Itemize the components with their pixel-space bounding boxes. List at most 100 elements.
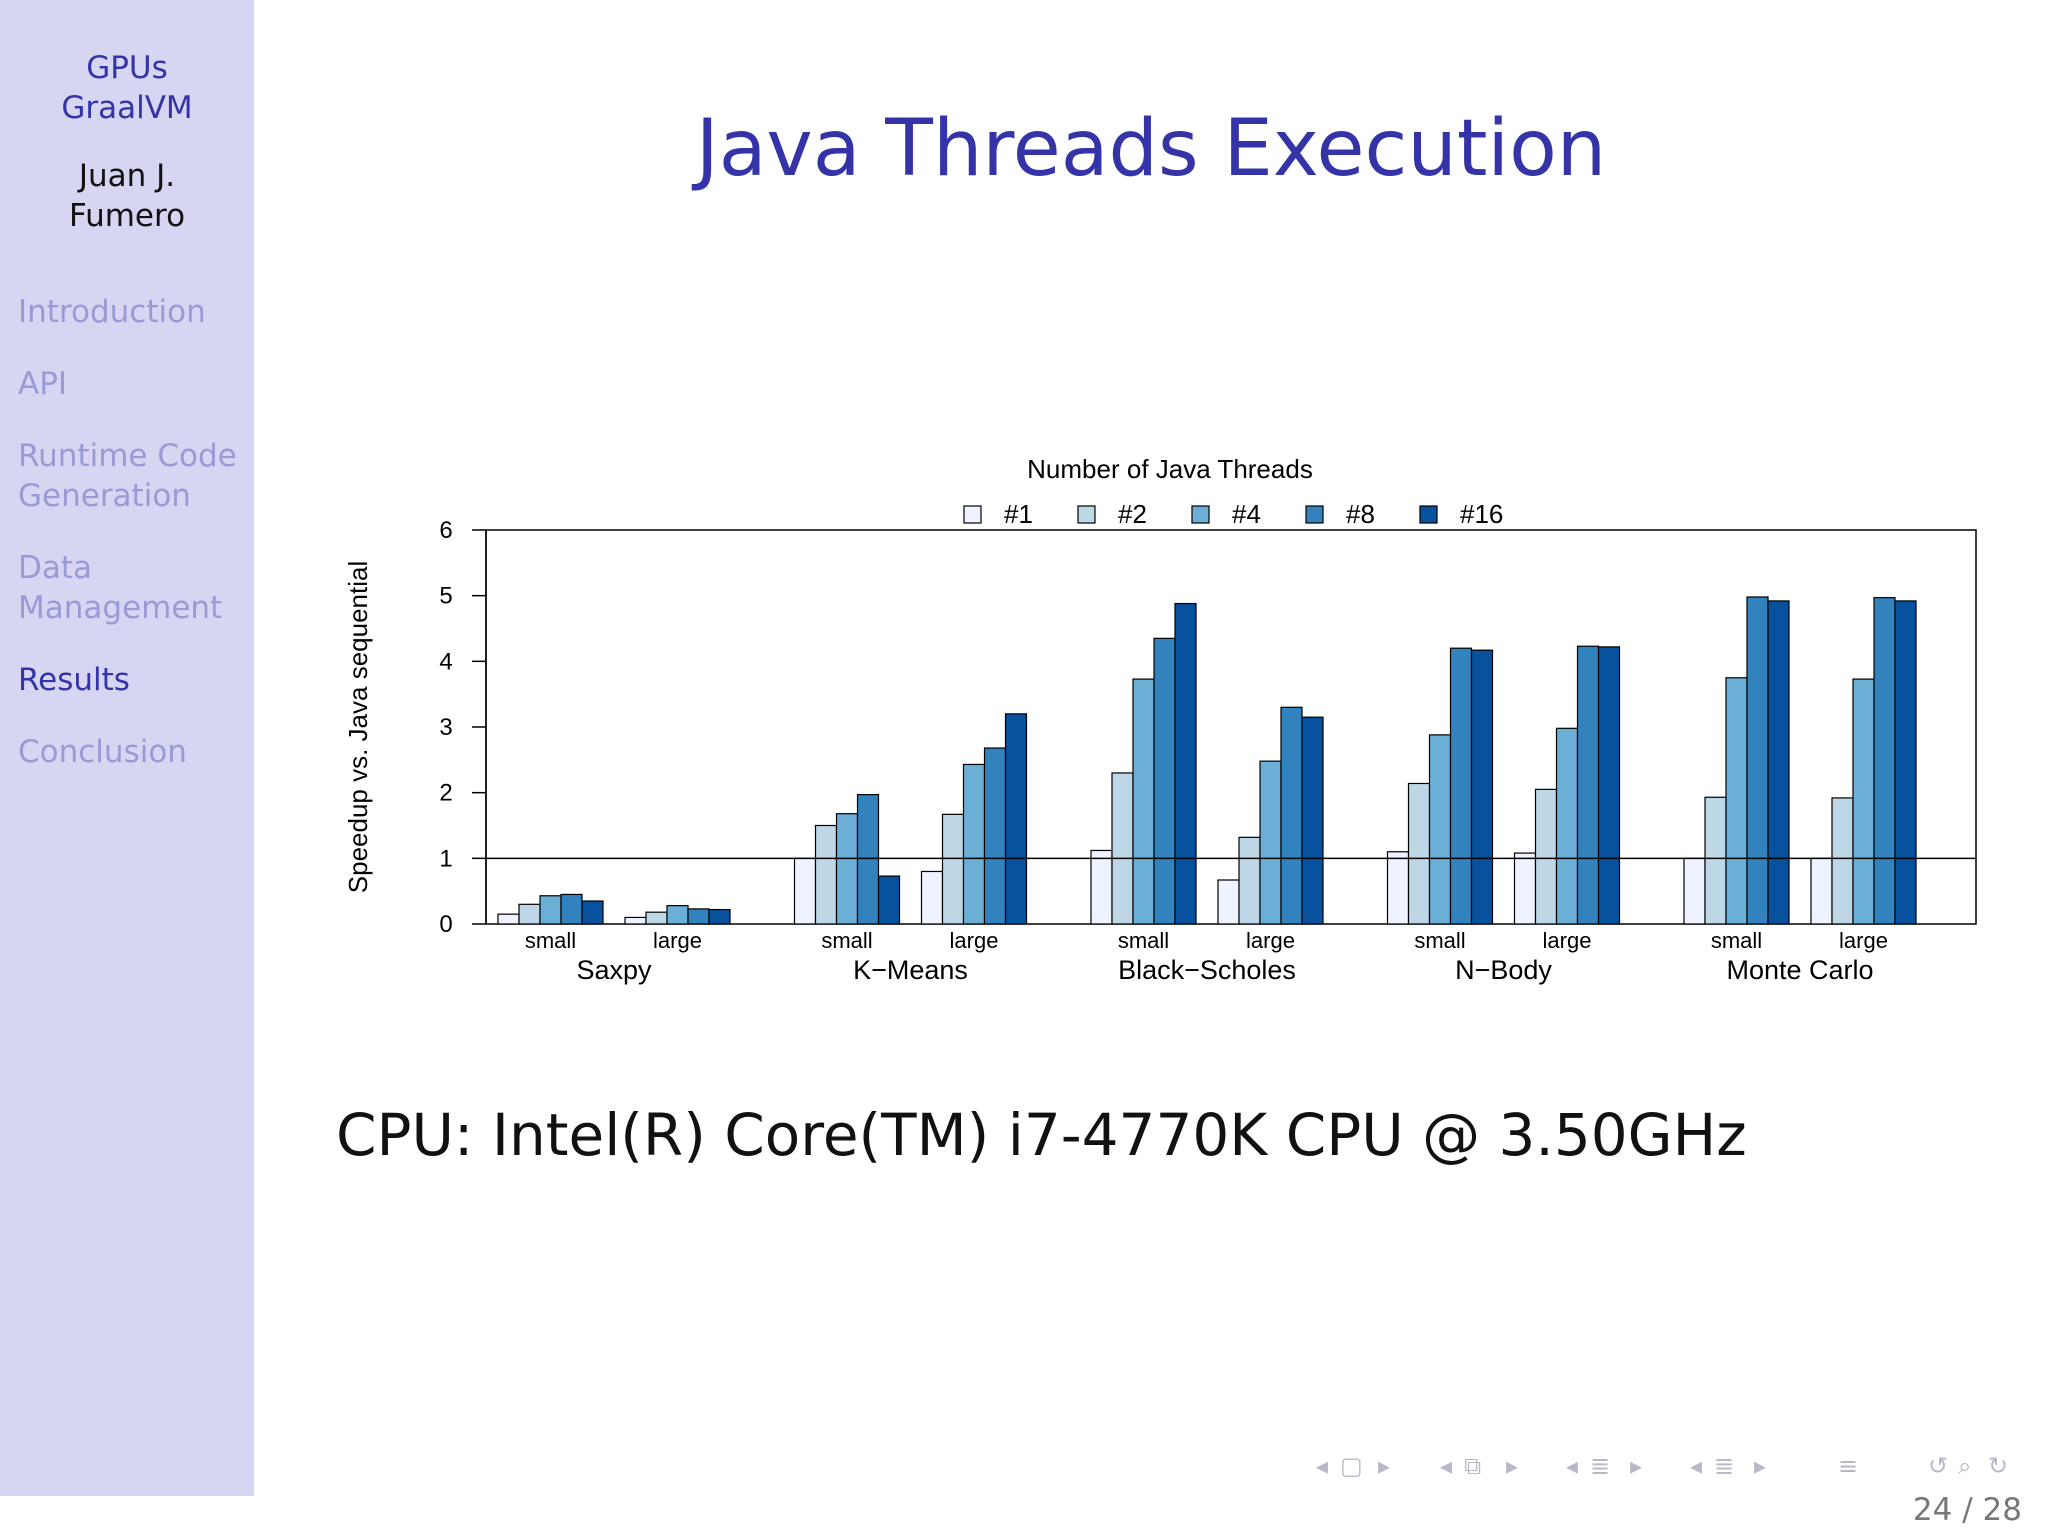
search-icon[interactable]: ⌕	[1958, 1452, 1972, 1480]
subcategory-label: large	[1246, 928, 1295, 953]
legend-swatch	[1077, 505, 1096, 524]
bar	[1725, 677, 1748, 925]
subsection-list-icon[interactable]: ≣	[1714, 1452, 1735, 1480]
bar	[666, 905, 689, 925]
bar	[518, 903, 541, 925]
align-icon[interactable]: ≡	[1838, 1452, 1859, 1480]
frame-icon[interactable]: ▢	[1340, 1452, 1363, 1480]
nav-item-data-management[interactable]: Data Management	[18, 548, 248, 628]
bar	[793, 857, 817, 925]
page-current: 24	[1912, 1492, 1953, 1528]
triangle-left-icon[interactable]: ◂	[1566, 1452, 1579, 1480]
legend-swatch	[1305, 505, 1324, 524]
bar	[962, 763, 986, 925]
legend-label: #8	[1346, 499, 1375, 529]
bar	[581, 900, 604, 925]
page-separator: /	[1962, 1492, 1973, 1528]
nav-item-label: Management	[18, 590, 223, 626]
legend-label: #16	[1460, 499, 1503, 529]
bar	[1746, 596, 1769, 925]
y-tick-label: 5	[439, 583, 452, 610]
bar	[1153, 637, 1176, 925]
nav-item-runtime-code-generation[interactable]: Runtime Code Generation	[18, 436, 248, 516]
legend-swatch	[1419, 505, 1438, 524]
nav-item-introduction[interactable]: Introduction	[18, 292, 248, 332]
sidebar-title[interactable]: GPUs GraalVM	[0, 48, 254, 128]
nav-item-label: Runtime Code	[18, 438, 237, 474]
subcategory-label: small	[1414, 928, 1465, 953]
triangle-right-icon[interactable]: ▸	[1378, 1452, 1391, 1480]
subcategory-label: large	[1543, 928, 1592, 953]
nav-item-conclusion[interactable]: Conclusion	[18, 732, 248, 772]
subsection-icon[interactable]: ⧉	[1464, 1452, 1482, 1480]
bar	[645, 911, 668, 925]
bar	[708, 908, 731, 925]
nav-item-label: Data	[18, 550, 93, 586]
subcategory-label: small	[525, 928, 576, 953]
bar	[941, 813, 965, 925]
group-label: Monte Carlo	[1726, 955, 1873, 985]
bar	[1174, 602, 1197, 925]
bar	[1513, 852, 1537, 925]
bar	[1470, 649, 1494, 925]
bar	[687, 908, 710, 925]
triangle-right-icon[interactable]: ▸	[1754, 1452, 1767, 1480]
y-tick-label: 4	[439, 648, 452, 675]
bar	[856, 794, 880, 925]
bar	[1407, 782, 1431, 925]
bar	[1852, 678, 1875, 925]
legend-title: Number of Java Threads	[1027, 454, 1313, 484]
bar	[1259, 760, 1282, 925]
undo-icon[interactable]: ↺	[1928, 1452, 1949, 1480]
subcategory-label: large	[1839, 928, 1888, 953]
sidebar-author: Juan J. Fumero	[0, 156, 254, 236]
nav-item-api[interactable]: API	[18, 364, 248, 404]
sidebar-title-line[interactable]: GraalVM	[61, 90, 193, 126]
beamer-navigation: ◂ ▢ ▸ ◂ ⧉ ▸ ◂ ≣ ▸ ◂ ≣ ▸ ≡ ↺ ⌕ ↻	[1316, 1448, 2036, 1488]
bar	[624, 916, 647, 925]
bar	[1280, 706, 1303, 925]
nav-item-label: API	[18, 366, 68, 402]
bar	[1004, 713, 1028, 925]
legend-label: #2	[1118, 499, 1147, 529]
author-line: Juan J.	[78, 158, 176, 194]
bar	[1704, 796, 1727, 925]
bar	[1894, 600, 1917, 925]
legend-label: #1	[1004, 499, 1033, 529]
y-tick-label: 0	[439, 911, 452, 938]
bar	[1217, 879, 1240, 925]
bar	[1683, 857, 1706, 925]
legend-label: #4	[1232, 499, 1261, 529]
triangle-left-icon[interactable]: ◂	[1316, 1452, 1329, 1480]
bar	[539, 895, 562, 925]
bar	[560, 893, 583, 925]
bar	[1810, 857, 1833, 925]
subcategory-label: small	[821, 928, 872, 953]
legend-swatch	[1191, 505, 1210, 524]
group-label: Saxpy	[576, 955, 652, 985]
bar	[1449, 647, 1473, 925]
page-total: 28	[1982, 1492, 2022, 1528]
y-axis-label: Speedup vs. Java sequential	[343, 561, 373, 893]
bar	[920, 870, 944, 925]
legend-swatch	[963, 505, 982, 524]
triangle-right-icon[interactable]: ▸	[1506, 1452, 1519, 1480]
bar	[1597, 646, 1621, 925]
triangle-left-icon[interactable]: ◂	[1440, 1452, 1453, 1480]
page-number: 24 / 28	[1913, 1492, 2022, 1528]
bar	[1534, 788, 1558, 925]
group-label: N−Body	[1455, 955, 1552, 985]
triangle-right-icon[interactable]: ▸	[1630, 1452, 1643, 1480]
sidebar-title-line[interactable]: GPUs	[86, 50, 168, 86]
nav-item-label: Results	[18, 662, 130, 698]
section-icon[interactable]: ≣	[1590, 1452, 1611, 1480]
triangle-left-icon[interactable]: ◂	[1690, 1452, 1703, 1480]
nav-item-label: Introduction	[18, 294, 206, 330]
redo-icon[interactable]: ↻	[1988, 1452, 2009, 1480]
nav-item-results[interactable]: Results	[18, 660, 248, 700]
nav-item-label: Conclusion	[18, 734, 187, 770]
bar	[1132, 678, 1155, 925]
group-label: Black−Scholes	[1118, 955, 1296, 985]
bar	[814, 824, 838, 925]
bar	[1301, 716, 1324, 925]
